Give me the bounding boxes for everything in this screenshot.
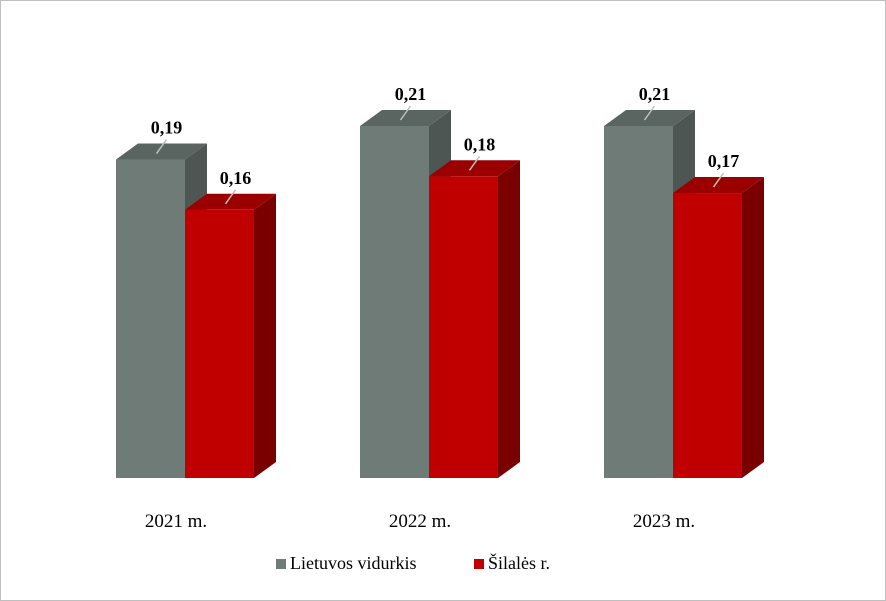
data-label-silales-2022: 0,18	[464, 134, 496, 154]
data-label-lietuvos-2022: 0,21	[395, 84, 427, 104]
bar-top-silales-2021	[185, 193, 276, 210]
bar-side-silales-2022	[498, 160, 520, 479]
bar-top-silales-2023	[673, 177, 764, 194]
data-label-lietuvos-2021: 0,19	[151, 118, 183, 138]
category-label-2021: 2021 m.	[145, 511, 207, 532]
bar-top-lietuvos-2021	[116, 143, 207, 160]
bar-side-silales-2023	[742, 177, 764, 479]
bar-lietuvos-2023	[604, 126, 673, 478]
legend-label-silales: Šilalės r.	[488, 552, 550, 573]
legend-swatch-lietuvos	[276, 559, 286, 569]
leader-line-silales-2023	[712, 172, 725, 188]
leader-line-silales-2022	[468, 155, 481, 171]
data-label-lietuvos-2023: 0,21	[639, 84, 671, 104]
bar-silales-2023	[673, 193, 742, 479]
leader-line-lietuvos-2021	[155, 139, 168, 154]
legend: Lietuvos vidurkis Šilalės r.	[276, 552, 550, 573]
legend-swatch-silales	[474, 559, 484, 569]
data-label-silales-2023: 0,17	[708, 151, 740, 171]
labels-layer: 0,19 0,16 2021 m. 0,21 0,18 2022 m. 0,21 0,17 20…	[145, 84, 739, 532]
legend-label-lietuvos: Lietuvos vidurkis	[290, 553, 417, 573]
bar-silales-2021	[185, 209, 254, 479]
bar-side-silales-2021	[254, 193, 276, 479]
data-label-silales-2021: 0,16	[220, 168, 252, 188]
leader-line-silales-2021	[224, 189, 237, 205]
bar-silales-2022	[429, 176, 498, 479]
category-label-2022: 2022 m.	[389, 511, 451, 532]
bar-top-lietuvos-2022	[360, 110, 451, 126]
bar-lietuvos-2022	[360, 126, 429, 478]
bar-top-silales-2022	[429, 160, 520, 177]
leader-line-lietuvos-2023	[643, 105, 656, 121]
bars-layer	[116, 110, 764, 479]
bar-top-lietuvos-2023	[604, 110, 695, 126]
category-label-2023: 2023 m.	[633, 511, 695, 532]
leader-line-lietuvos-2022	[399, 105, 412, 121]
bar-lietuvos-2021	[116, 159, 185, 478]
